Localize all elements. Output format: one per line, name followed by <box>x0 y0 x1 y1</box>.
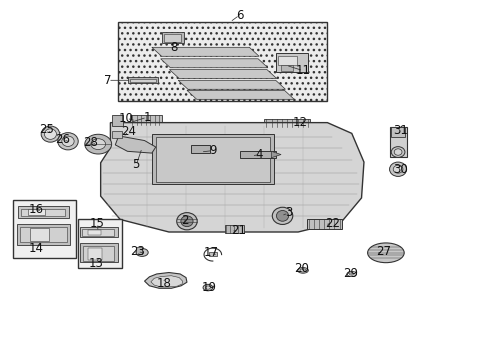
Bar <box>156 137 269 182</box>
Bar <box>224 225 243 233</box>
Bar <box>190 145 210 153</box>
Text: 27: 27 <box>375 245 390 258</box>
Text: 28: 28 <box>83 136 98 149</box>
Bar <box>161 32 183 43</box>
Text: 24: 24 <box>121 125 136 138</box>
Ellipse shape <box>389 162 406 176</box>
Polygon shape <box>152 47 259 56</box>
Text: 8: 8 <box>170 41 177 54</box>
Ellipse shape <box>181 216 193 226</box>
Bar <box>78 220 122 268</box>
Bar <box>128 77 158 83</box>
Text: 19: 19 <box>202 281 217 294</box>
Text: 7: 7 <box>104 74 111 87</box>
Polygon shape <box>101 123 363 232</box>
Ellipse shape <box>205 286 210 289</box>
Bar <box>30 228 49 241</box>
Polygon shape <box>151 276 182 287</box>
Bar <box>112 116 122 126</box>
Ellipse shape <box>176 213 197 230</box>
Ellipse shape <box>276 211 288 221</box>
Ellipse shape <box>272 207 292 225</box>
Bar <box>21 209 65 216</box>
Polygon shape <box>144 273 186 288</box>
Polygon shape <box>186 90 294 99</box>
Bar <box>88 230 101 235</box>
Text: 21: 21 <box>231 224 245 238</box>
Text: 15: 15 <box>90 217 104 230</box>
Text: 26: 26 <box>56 133 70 146</box>
Bar <box>264 119 310 127</box>
Bar <box>152 134 273 184</box>
Bar <box>27 210 44 215</box>
Text: 14: 14 <box>28 242 43 255</box>
Text: 31: 31 <box>392 124 407 137</box>
Ellipse shape <box>44 129 56 139</box>
Ellipse shape <box>393 149 401 155</box>
Text: 6: 6 <box>235 9 243 22</box>
Polygon shape <box>160 59 267 68</box>
Text: 4: 4 <box>255 148 263 161</box>
Bar <box>80 243 118 262</box>
Ellipse shape <box>84 134 111 154</box>
Text: 20: 20 <box>294 262 309 275</box>
Bar <box>17 224 70 244</box>
Text: 9: 9 <box>209 144 216 157</box>
Ellipse shape <box>203 284 212 291</box>
Text: 10: 10 <box>119 112 134 125</box>
Text: 29: 29 <box>343 267 358 280</box>
Bar <box>20 226 66 242</box>
Ellipse shape <box>297 267 308 273</box>
Bar <box>239 151 276 158</box>
Text: 5: 5 <box>132 158 140 171</box>
Bar <box>118 22 327 101</box>
Text: 11: 11 <box>295 64 310 77</box>
Bar <box>390 127 405 137</box>
Bar <box>18 206 69 218</box>
Ellipse shape <box>91 139 105 149</box>
Ellipse shape <box>390 147 404 157</box>
Polygon shape <box>271 151 281 158</box>
Bar <box>277 56 297 65</box>
Bar <box>276 53 307 72</box>
Bar <box>82 229 114 236</box>
Bar <box>389 127 406 157</box>
Ellipse shape <box>136 248 148 256</box>
Text: 3: 3 <box>284 207 291 220</box>
Bar <box>281 65 293 71</box>
Bar <box>130 115 161 126</box>
Ellipse shape <box>58 133 78 150</box>
Text: 25: 25 <box>40 123 54 136</box>
Text: 22: 22 <box>324 216 339 230</box>
Text: 12: 12 <box>292 116 307 129</box>
Bar <box>130 78 156 82</box>
Ellipse shape <box>41 126 60 142</box>
Bar <box>88 248 102 260</box>
Ellipse shape <box>392 165 402 173</box>
Ellipse shape <box>300 269 305 272</box>
Ellipse shape <box>348 273 353 275</box>
Text: 17: 17 <box>203 246 219 259</box>
Text: 1: 1 <box>143 111 150 124</box>
Text: 23: 23 <box>129 245 144 258</box>
Bar <box>209 252 216 256</box>
Polygon shape <box>178 80 285 89</box>
Ellipse shape <box>367 243 404 263</box>
Bar <box>13 200 76 258</box>
Bar <box>136 247 142 254</box>
Text: 16: 16 <box>28 203 43 216</box>
Text: 2: 2 <box>181 214 188 227</box>
Bar <box>163 34 181 41</box>
Text: 18: 18 <box>156 277 171 290</box>
Text: 13: 13 <box>89 257 103 270</box>
Polygon shape <box>169 69 276 78</box>
Polygon shape <box>115 136 156 153</box>
Bar <box>306 219 341 229</box>
Text: 30: 30 <box>392 163 407 176</box>
Bar <box>80 226 118 237</box>
Bar <box>82 246 114 261</box>
Bar <box>112 131 122 138</box>
Ellipse shape <box>61 136 74 147</box>
